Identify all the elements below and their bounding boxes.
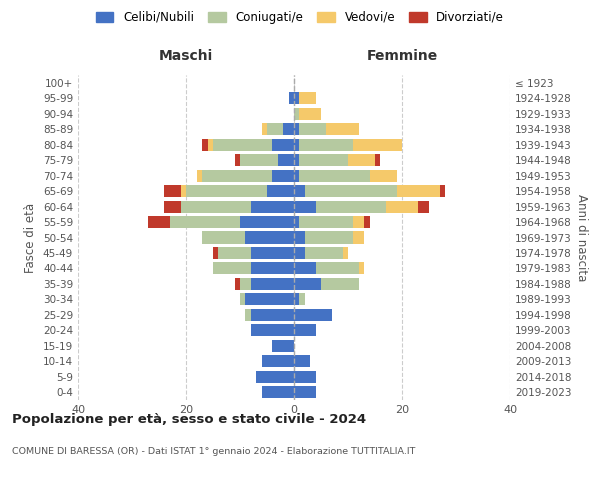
Bar — [289, 92, 294, 104]
Bar — [294, 154, 299, 166]
Bar — [294, 123, 299, 135]
Bar — [294, 232, 305, 243]
Bar — [148, 216, 170, 228]
Bar — [294, 216, 299, 228]
Bar — [272, 170, 294, 181]
Bar — [294, 170, 299, 181]
Bar — [262, 356, 294, 368]
Bar — [299, 108, 321, 120]
Bar — [235, 278, 240, 290]
Bar — [164, 185, 181, 197]
Bar — [294, 262, 316, 274]
Bar — [299, 216, 353, 228]
Bar — [299, 138, 353, 150]
Bar — [245, 294, 294, 306]
Bar — [294, 356, 310, 368]
Bar — [251, 247, 294, 259]
Bar — [197, 170, 202, 181]
Bar — [305, 232, 353, 243]
Bar — [294, 108, 299, 120]
Bar — [262, 386, 294, 398]
Bar — [299, 170, 370, 181]
Bar — [316, 200, 386, 212]
Y-axis label: Fasce di età: Fasce di età — [25, 202, 37, 272]
Bar — [235, 154, 240, 166]
Bar — [218, 247, 251, 259]
Bar — [294, 371, 316, 383]
Bar — [181, 200, 251, 212]
Bar — [213, 262, 251, 274]
Text: Femmine: Femmine — [367, 48, 437, 62]
Bar — [278, 154, 294, 166]
Bar — [267, 123, 283, 135]
Bar — [299, 92, 316, 104]
Bar — [397, 185, 440, 197]
Text: COMUNE DI BARESSA (OR) - Dati ISTAT 1° gennaio 2024 - Elaborazione TUTTITALIA.IT: COMUNE DI BARESSA (OR) - Dati ISTAT 1° g… — [12, 448, 415, 456]
Bar — [353, 232, 364, 243]
Bar — [326, 123, 359, 135]
Bar — [170, 216, 240, 228]
Bar — [294, 278, 321, 290]
Bar — [164, 200, 181, 212]
Text: Popolazione per età, sesso e stato civile - 2024: Popolazione per età, sesso e stato civil… — [12, 412, 366, 426]
Bar — [294, 200, 316, 212]
Bar — [208, 138, 213, 150]
Bar — [240, 154, 278, 166]
Bar — [272, 138, 294, 150]
Bar — [321, 278, 359, 290]
Bar — [294, 92, 299, 104]
Bar — [364, 216, 370, 228]
Bar — [251, 262, 294, 274]
Bar — [418, 200, 429, 212]
Bar — [202, 170, 272, 181]
Bar — [251, 200, 294, 212]
Bar — [359, 262, 364, 274]
Bar — [251, 309, 294, 321]
Bar — [386, 200, 418, 212]
Bar — [240, 294, 245, 306]
Bar — [440, 185, 445, 197]
Bar — [251, 324, 294, 336]
Text: Maschi: Maschi — [159, 48, 213, 62]
Bar — [294, 309, 332, 321]
Legend: Celibi/Nubili, Coniugati/e, Vedovi/e, Divorziati/e: Celibi/Nubili, Coniugati/e, Vedovi/e, Di… — [96, 11, 504, 24]
Y-axis label: Anni di nascita: Anni di nascita — [575, 194, 588, 281]
Bar — [186, 185, 267, 197]
Bar — [305, 247, 343, 259]
Bar — [294, 247, 305, 259]
Bar — [375, 154, 380, 166]
Bar — [213, 247, 218, 259]
Bar — [353, 216, 364, 228]
Bar — [245, 309, 251, 321]
Bar — [343, 247, 348, 259]
Bar — [272, 340, 294, 352]
Bar — [202, 138, 208, 150]
Bar — [348, 154, 375, 166]
Bar — [202, 232, 245, 243]
Bar — [240, 278, 251, 290]
Bar — [305, 185, 397, 197]
Bar — [299, 123, 326, 135]
Bar — [370, 170, 397, 181]
Bar — [283, 123, 294, 135]
Bar — [240, 216, 294, 228]
Bar — [316, 262, 359, 274]
Bar — [213, 138, 272, 150]
Bar — [245, 232, 294, 243]
Bar — [299, 294, 305, 306]
Bar — [294, 386, 316, 398]
Bar — [294, 185, 305, 197]
Bar — [294, 138, 299, 150]
Bar — [299, 154, 348, 166]
Bar — [251, 278, 294, 290]
Bar — [262, 123, 267, 135]
Bar — [267, 185, 294, 197]
Bar — [294, 294, 299, 306]
Bar — [181, 185, 186, 197]
Bar — [256, 371, 294, 383]
Bar — [294, 324, 316, 336]
Bar — [353, 138, 402, 150]
